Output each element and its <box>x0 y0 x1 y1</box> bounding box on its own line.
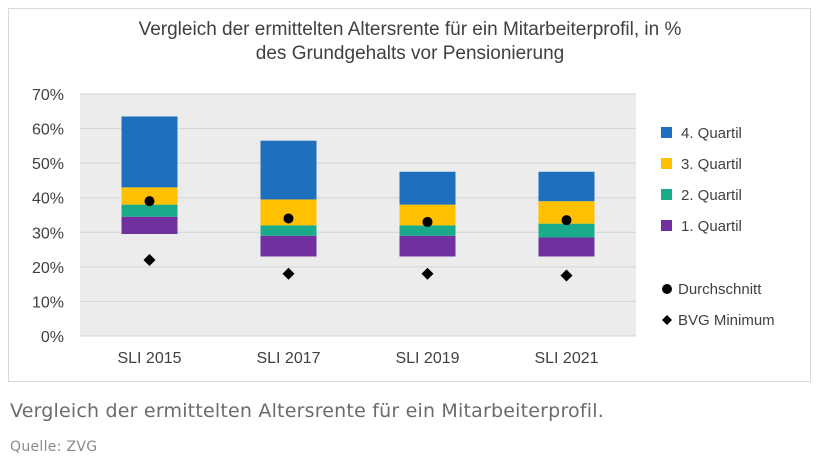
x-tick-label: SLI 2017 <box>256 350 320 367</box>
y-tick-label: 20% <box>32 260 64 277</box>
bar-segment <box>121 187 178 205</box>
bar-segment <box>121 204 178 217</box>
legend-label: BVG Minimum <box>678 312 775 329</box>
figure-caption: Vergleich der ermittelten Altersrente fü… <box>10 400 604 422</box>
bvg-minimum-marker <box>282 267 295 280</box>
x-tick-label: SLI 2021 <box>534 350 598 367</box>
figure-source: Quelle: ZVG <box>10 439 98 455</box>
chart-plot: 0% 10% 20% 30% 40% 50% 60% 70% SLI 2015 SLI 2017 S… <box>32 87 775 367</box>
legend-marker-diamond <box>662 315 672 325</box>
bar-segment <box>399 204 456 226</box>
average-marker <box>561 215 572 226</box>
y-tick-label: 0% <box>41 329 64 346</box>
average-marker <box>422 216 433 227</box>
y-tick-label: 50% <box>32 156 64 173</box>
bar-segment <box>121 116 178 188</box>
y-tick-label: 70% <box>32 87 64 104</box>
chart-title-line2: des Grundgehalts vor Pensionierung <box>255 43 565 64</box>
chart-title-line1: Vergleich der ermittelten Altersrente fü… <box>138 19 682 40</box>
legend-marker-circle <box>662 284 672 294</box>
bvg-minimum-marker <box>421 267 434 280</box>
legend-label: 4. Quartil <box>681 125 742 142</box>
legend-swatch <box>661 220 672 231</box>
chart-title: Vergleich der ermittelten Altersrente fü… <box>20 18 800 66</box>
bar-segment <box>538 201 595 224</box>
bar-segment <box>538 223 595 238</box>
legend-label: 1. Quartil <box>681 218 742 235</box>
bvg-minimum-marker <box>143 253 156 266</box>
y-tick-label: 40% <box>32 191 64 208</box>
bar-segment <box>121 216 178 235</box>
legend-swatch <box>661 127 672 138</box>
bar-segment <box>260 140 317 200</box>
legend-swatch <box>661 189 672 200</box>
average-marker <box>283 213 294 224</box>
bar-segment <box>538 171 595 202</box>
legend-label: Durchschnitt <box>678 281 762 298</box>
bar-segment <box>399 235 456 257</box>
bvg-minimum-marker <box>560 269 573 282</box>
x-tick-label: SLI 2015 <box>117 350 181 367</box>
y-tick-label: 60% <box>32 122 64 139</box>
y-tick-label: 10% <box>32 294 64 311</box>
bar-segment <box>260 235 317 257</box>
y-tick-label: 30% <box>32 225 64 242</box>
legend-label: 2. Quartil <box>681 187 742 204</box>
average-marker <box>144 196 155 207</box>
bar-segment <box>260 225 317 236</box>
legend-swatch <box>661 158 672 169</box>
bar-segment <box>399 225 456 236</box>
bar-segment <box>399 171 456 205</box>
x-tick-label: SLI 2019 <box>395 350 459 367</box>
bar-segment <box>538 237 595 257</box>
legend-label: 3. Quartil <box>681 156 742 173</box>
